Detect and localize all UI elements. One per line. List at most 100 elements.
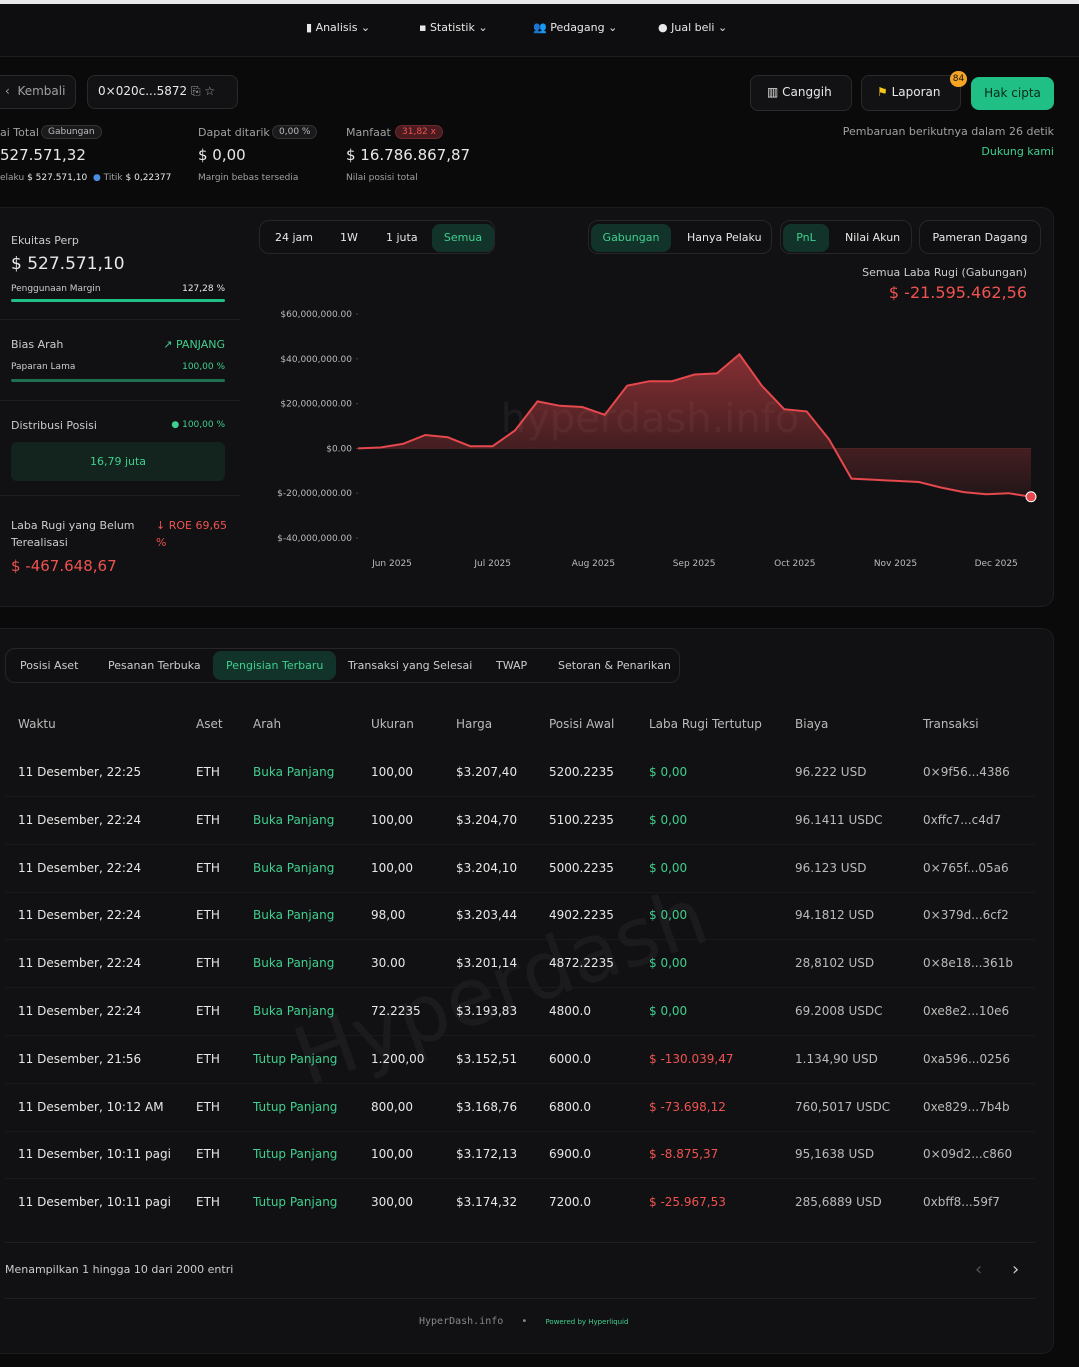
side-value: $ -467.648,67 xyxy=(11,557,117,575)
x-tick-label: Jul 2025 xyxy=(473,559,511,569)
table-cell: $ -25.967,53 xyxy=(649,1195,726,1210)
tab[interactable]: Pengisian Terbaru xyxy=(213,651,337,680)
nav-item[interactable]: 👥 Pedagang ⌄ xyxy=(533,21,618,34)
support-link[interactable]: Dukung kami xyxy=(981,145,1054,158)
tab-bar xyxy=(5,648,680,683)
table-cell: 0xbff8...59f7 xyxy=(923,1195,1000,1210)
column-header: Ukuran xyxy=(371,717,414,731)
row-divider xyxy=(5,1082,1035,1084)
range-option[interactable]: 1 juta xyxy=(386,231,418,244)
column-header: Posisi Awal xyxy=(549,717,615,731)
table-cell: 0×765f...05a6 xyxy=(923,860,1009,875)
table-cell: $3.201,14 xyxy=(456,956,518,971)
table-cell: ETH xyxy=(196,1004,220,1018)
table-cell: 0×8e18...361b xyxy=(923,956,1013,971)
button[interactable]: ⚑ Laporan xyxy=(861,75,961,111)
stat-sub: $ 0,22377 xyxy=(125,173,172,183)
range-option[interactable]: 24 jam xyxy=(275,231,314,244)
table-cell: ETH xyxy=(196,765,220,779)
table-cell: $ 0,00 xyxy=(649,1004,688,1018)
table-cell: $ -73.698,12 xyxy=(649,1099,726,1114)
table-cell: 5200.2235 xyxy=(549,765,614,779)
side-bar-value: 127,28 % xyxy=(182,284,225,294)
row-divider xyxy=(5,1035,1035,1036)
brand: HyperDash.info • Powered by Hyperliquid xyxy=(419,1316,629,1327)
table-cell: 94.1812 USD xyxy=(795,908,875,923)
table-cell: $ 0,00 xyxy=(649,860,688,875)
table-cell: 1.200,00 xyxy=(371,1051,425,1066)
column-header: Biaya xyxy=(795,717,829,731)
divider xyxy=(0,400,240,401)
tab[interactable]: Posisi Aset xyxy=(20,659,79,672)
nav-text: Pedagang xyxy=(550,21,605,34)
table-cell: 98,00 xyxy=(371,908,406,923)
table-cell: 285,6889 USD xyxy=(795,1195,882,1210)
row-divider xyxy=(5,843,1035,845)
stat-sub: $ 527.571,10 xyxy=(27,173,88,183)
side-label: Bias Arah xyxy=(11,338,64,351)
table-cell: 100,00 xyxy=(371,860,413,875)
nav-text: Jual beli xyxy=(671,21,715,34)
side-bar-label: Paparan Lama xyxy=(11,362,76,372)
table-cell: 11 Desember, 10:11 pagi xyxy=(18,1195,171,1210)
table-cell: Buka Panjang xyxy=(253,860,335,875)
tab[interactable]: Transaksi yang Selesai xyxy=(348,659,473,672)
column-header: Waktu xyxy=(18,717,56,731)
button-text: Canggih xyxy=(782,85,832,99)
trade-show-button[interactable]: Pameran Dagang xyxy=(919,220,1041,254)
pnl-line xyxy=(357,352,1032,498)
roe: ↓ ROE 69,65 % xyxy=(156,519,227,549)
side-pct: ● 100,00 % xyxy=(171,420,225,430)
tab[interactable]: Setoran & Penarikan xyxy=(558,659,671,672)
table-cell: $ 0,00 xyxy=(649,956,688,971)
row-divider xyxy=(5,1178,1035,1180)
table-cell: Buka Panjang xyxy=(253,1004,335,1018)
stat-value: 527.571,32 xyxy=(0,146,86,164)
table-cell: $3.172,13 xyxy=(456,1147,518,1162)
nav-item[interactable]: ▪ Statistik ⌄ xyxy=(419,21,488,34)
table-cell: 28,8102 USD xyxy=(795,956,875,971)
table-cell: $ -130.039,47 xyxy=(649,1051,734,1066)
chart-panel xyxy=(0,207,1054,607)
tab[interactable]: TWAP xyxy=(496,659,528,672)
powered-by[interactable]: Powered by Hyperliquid xyxy=(545,1318,629,1326)
view-option[interactable]: Hanya Pelaku xyxy=(687,231,762,244)
button[interactable]: Hak cipta xyxy=(971,77,1054,110)
nav-item[interactable]: ● Jual beli ⌄ xyxy=(658,21,728,34)
table-cell: 96.123 USD xyxy=(795,860,867,875)
column-header: Transaksi xyxy=(923,717,979,731)
row-divider xyxy=(5,1130,1035,1132)
table-cell: ETH xyxy=(196,1099,220,1114)
column-header: Aset xyxy=(196,717,223,731)
nav-item[interactable]: ▮ Analisis ⌄ xyxy=(306,21,371,34)
table-cell: ETH xyxy=(196,1195,220,1210)
tab[interactable]: Pesanan Terbuka xyxy=(108,659,201,672)
prev-page[interactable]: ‹ xyxy=(975,1259,983,1280)
table-cell: 96.222 USD xyxy=(795,765,867,779)
update-text: Pembaruan berikutnya dalam 26 detik xyxy=(842,125,1054,138)
table-cell: 0xe829...7b4b xyxy=(923,1099,1010,1114)
metric-option[interactable]: PnL xyxy=(783,224,829,252)
next-page[interactable]: › xyxy=(1012,1259,1020,1280)
back-button[interactable]: ‹ Kembali xyxy=(0,75,76,109)
table-cell: Buka Panjang xyxy=(253,908,335,923)
range-option[interactable]: 1W xyxy=(340,231,358,244)
range-option[interactable]: Semua xyxy=(432,224,494,252)
stat-value: $ 16.786.867,87 xyxy=(346,146,471,164)
table-cell: 4800.0 xyxy=(549,1004,591,1018)
table-cell: $3.204,70 xyxy=(456,812,518,827)
view-option[interactable]: Gabungan xyxy=(591,224,671,252)
table-cell: 0×379d...6cf2 xyxy=(923,908,1009,923)
metric-option[interactable]: Nilai Akun xyxy=(845,231,901,244)
table-cell: 6000.0 xyxy=(549,1051,591,1066)
range-selector: 24 jam 1W 1 juta Semua xyxy=(259,220,495,254)
x-tick-label: Dec 2025 xyxy=(975,559,1018,569)
progress-bar xyxy=(11,299,225,302)
side-bar-value: 100,00 % xyxy=(182,362,225,372)
address-box[interactable]: 0×020c...5872 ⎘ ☆ xyxy=(87,75,238,109)
y-tick-label: $40,000,000.00 xyxy=(280,355,352,365)
table-cell: 0xe8e2...10e6 xyxy=(923,1004,1010,1018)
x-tick-label: Jun 2025 xyxy=(371,559,412,569)
button[interactable]: ▥ Canggih xyxy=(750,75,852,111)
table-cell: 4902.2235 xyxy=(549,908,614,923)
